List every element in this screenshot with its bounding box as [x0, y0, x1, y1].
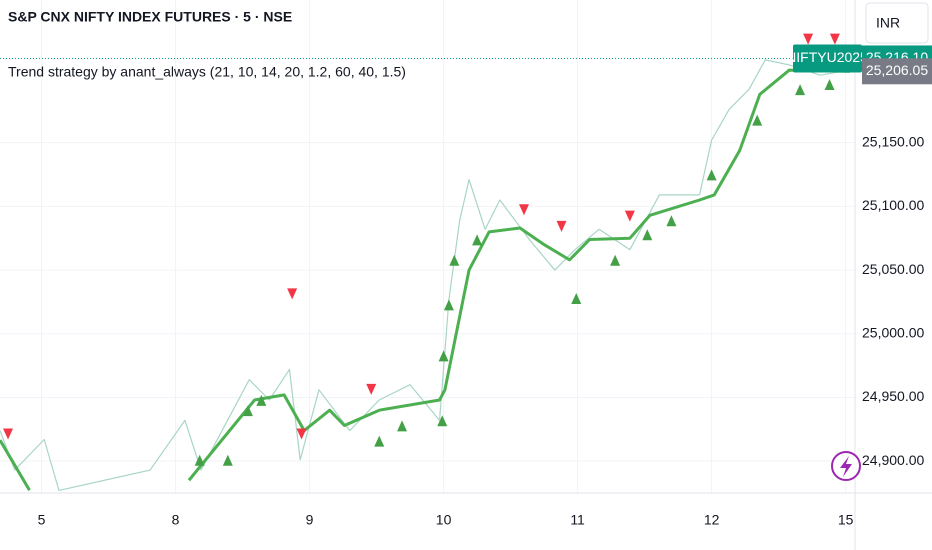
sell-signal [3, 428, 14, 440]
buy-signal [795, 84, 806, 96]
chart-subtitle: Trend strategy by anant_always (21, 10, … [8, 64, 406, 80]
price-label: 25,206.05 [866, 62, 928, 78]
buy-signal [706, 169, 717, 181]
buy-signal [443, 299, 454, 311]
buy-signal [374, 435, 385, 447]
lightning-icon[interactable] [831, 451, 861, 481]
price-line [0, 59, 850, 492]
x-tick-label: 5 [38, 512, 46, 528]
buy-signal [824, 78, 835, 90]
buy-signal [472, 234, 483, 246]
y-tick-label: 25,050.00 [862, 261, 924, 277]
buy-signal [194, 454, 205, 466]
buy-signal [610, 254, 621, 266]
x-tick-label: 12 [704, 512, 720, 528]
y-tick-label: 24,900.00 [862, 452, 924, 468]
symbol-box [793, 44, 862, 73]
buy-signal [437, 415, 448, 427]
chart-title: S&P CNX NIFTY INDEX FUTURES · 5 · NSE [8, 9, 292, 25]
buy-signal [242, 405, 253, 417]
sell-signal [518, 204, 529, 216]
y-tick-label: 24,950.00 [862, 388, 924, 404]
sell-signal [556, 220, 567, 232]
price-line [187, 68, 850, 482]
buy-signal [752, 114, 763, 126]
sell-signal [829, 33, 840, 45]
buy-signal [666, 215, 677, 227]
buy-signal [222, 454, 233, 466]
buy-signal [642, 229, 653, 241]
y-tick-label: 25,000.00 [862, 324, 924, 340]
symbol-label: NIFTYU2025 [786, 49, 868, 65]
sell-signal [624, 210, 635, 222]
y-tick-label: 25,100.00 [862, 197, 924, 213]
buy-signal [449, 254, 460, 266]
x-tick-label: 15 [838, 512, 854, 528]
currency-box[interactable] [865, 2, 929, 44]
sell-signal [296, 428, 307, 440]
price-line [0, 439, 31, 491]
buy-signal [397, 420, 408, 432]
x-tick-label: 9 [306, 512, 314, 528]
y-tick-label: 25,150.00 [862, 133, 924, 149]
sell-signal [366, 383, 377, 395]
sell-signal [287, 288, 298, 300]
buy-signal [571, 292, 582, 304]
x-tick-label: 11 [570, 512, 585, 528]
sell-signal [803, 33, 814, 45]
buy-signal [256, 394, 267, 406]
buy-signal [438, 350, 449, 362]
price-box [862, 58, 932, 85]
currency[interactable]: INR [876, 15, 900, 31]
x-tick-label: 8 [172, 512, 180, 528]
x-tick-label: 10 [436, 512, 452, 528]
